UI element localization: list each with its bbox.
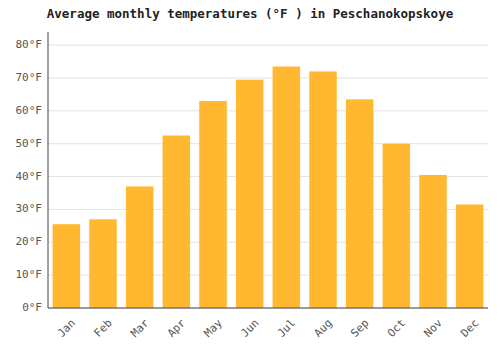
bar [456,205,484,309]
bar [126,186,153,308]
x-tick-label: Mar [128,316,152,340]
bar [383,144,411,308]
grid [48,45,488,308]
bar [419,175,447,308]
x-tick-label: Jan [55,317,78,340]
grid-line [48,78,488,79]
grid-line [48,143,488,144]
bar [163,136,191,309]
y-tick-label: 60°F [16,104,43,117]
x-tick-label: May [202,316,226,340]
x-tick-label: Aug [312,317,335,340]
y-tick-label: 0°F [22,301,42,314]
y-tick-label: 10°F [16,268,43,281]
y-axis-line [48,32,49,308]
bar [309,71,337,308]
bar [199,101,227,308]
y-tick-label: 40°F [16,170,43,183]
bar [53,224,80,308]
bar [236,80,264,308]
y-tick-label: 80°F [16,38,43,51]
x-axis: Jan Feb Mar Apr May Jun Jul Aug Sep Oct Nov Dec [55,316,482,340]
x-tick-label: Sep [348,317,371,340]
grid-line [48,45,488,46]
bar [346,99,374,308]
x-tick-label: Nov [422,316,446,340]
x-tick-label: Oct [385,317,408,340]
x-tick-label: Feb [92,317,115,340]
bar [89,219,117,308]
y-tick-label: 20°F [16,235,43,248]
chart-container: Average monthly temperatures (°F ) in Pe… [0,0,500,350]
bars [53,67,484,309]
chart: Average monthly temperatures (°F ) in Pe… [0,0,500,350]
y-tick-label: 70°F [16,71,43,84]
y-tick-label: 50°F [16,137,43,150]
x-tick-label: Jul [275,317,298,340]
title: Average monthly temperatures (°F ) in Pe… [47,6,454,21]
x-tick-label: Jun [238,317,261,340]
x-tick-label: Apr [165,316,189,340]
grid-line [48,110,488,111]
grid-line [48,308,488,309]
y-axis: 0°F 10°F 20°F 30°F 40°F 50°F 60°F 70°F 80°F [16,38,43,314]
y-tick-label: 30°F [16,202,43,215]
x-axis-line [48,308,488,309]
bar [273,67,301,309]
x-tick-label: Dec [458,317,481,340]
